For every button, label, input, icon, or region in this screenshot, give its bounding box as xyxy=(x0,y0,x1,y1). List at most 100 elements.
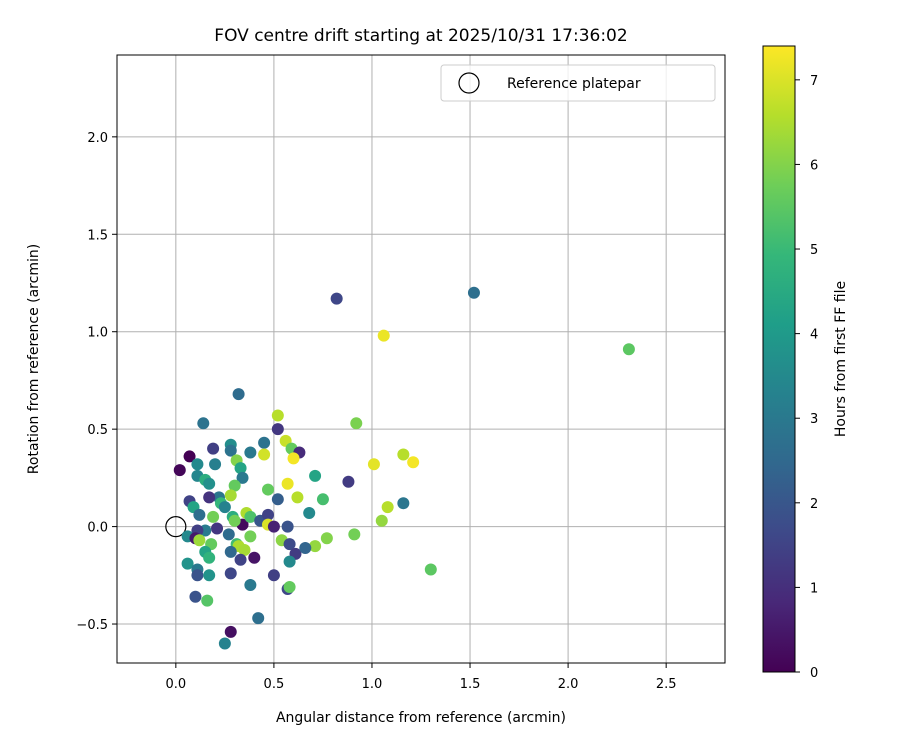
scatter-point xyxy=(203,551,216,564)
scatter-point xyxy=(244,510,257,523)
y-axis-label: Rotation from reference (arcmin) xyxy=(26,244,42,474)
scatter-point xyxy=(224,625,237,638)
y-tick-label: 2.0 xyxy=(87,131,108,146)
scatter-point xyxy=(228,514,241,527)
scatter-point xyxy=(316,493,329,506)
colorbar-frame xyxy=(762,45,796,673)
scatter-point xyxy=(224,567,237,580)
grid xyxy=(117,55,725,663)
scatter-point xyxy=(189,590,202,603)
scatter-point xyxy=(207,442,220,455)
scatter-point xyxy=(397,448,410,461)
scatter-point xyxy=(397,497,410,510)
scatter-point xyxy=(238,543,251,556)
scatter-point xyxy=(234,553,247,566)
scatter-point xyxy=(211,522,224,535)
x-tick-label: 1.5 xyxy=(460,677,481,692)
y-tick-label: 0.0 xyxy=(87,521,108,536)
x-tick-label: 0.5 xyxy=(264,677,285,692)
scatter-point xyxy=(224,489,237,502)
scatter-point xyxy=(299,542,312,555)
scatter-point xyxy=(244,579,257,592)
scatter-point xyxy=(281,477,294,490)
scatter-point xyxy=(183,450,196,463)
scatter-point xyxy=(271,493,284,506)
scatter-point xyxy=(271,423,284,436)
colorbar-tick-label: 0 xyxy=(810,666,818,681)
reference-platepar-marker xyxy=(165,515,187,538)
plot-frame xyxy=(116,54,726,664)
scatter-point xyxy=(222,528,235,541)
scatter-point xyxy=(197,417,210,430)
colorbar-tick-label: 7 xyxy=(810,74,818,89)
scatter-point xyxy=(330,292,343,305)
scatter-point xyxy=(207,510,220,523)
scatter-point xyxy=(234,462,247,475)
scatter-point xyxy=(377,329,390,342)
scatter-point xyxy=(424,563,437,576)
scatter-point xyxy=(248,551,261,564)
scatter-point xyxy=(236,471,249,484)
scatter-point xyxy=(262,508,275,521)
colorbar-tick-label: 1 xyxy=(810,581,818,596)
y-tick-label: 1.5 xyxy=(87,228,108,243)
y-tick-label: 1.0 xyxy=(87,326,108,341)
colorbar-tick-label: 5 xyxy=(810,243,818,258)
scatter-point xyxy=(342,475,355,488)
scatter-point xyxy=(303,506,316,519)
scatter-point xyxy=(258,436,271,449)
legend-entry-reference: Reference platepar xyxy=(507,76,641,92)
scatter-point xyxy=(283,538,296,551)
colorbar-label: Hours from first FF file xyxy=(833,281,849,437)
scatter-point xyxy=(173,464,186,477)
scatter-point xyxy=(320,532,333,545)
scatter-point xyxy=(244,446,257,459)
scatter-point xyxy=(309,540,322,553)
scatter-point xyxy=(201,594,214,607)
y-tick-label: 0.5 xyxy=(87,423,108,438)
colorbar-gradient xyxy=(763,46,795,672)
scatter-point xyxy=(209,458,222,471)
chart-title: FOV centre drift starting at 2025/10/31 … xyxy=(214,26,627,46)
scatter-point xyxy=(309,469,322,482)
scatter-point xyxy=(203,477,216,490)
scatter-point xyxy=(622,343,635,356)
y-tick-label: −0.5 xyxy=(76,618,108,633)
legend-box xyxy=(440,64,716,102)
x-tick-label: 1.0 xyxy=(362,677,383,692)
scatter-point xyxy=(291,491,304,504)
colorbar-tick-label: 4 xyxy=(810,328,818,343)
legend-reference-marker xyxy=(458,72,480,94)
scatter-point xyxy=(181,557,194,570)
scatter-point xyxy=(224,545,237,558)
scatter-point xyxy=(281,520,294,533)
scatter-point xyxy=(271,409,284,422)
scatter-point xyxy=(283,555,296,568)
scatter-point xyxy=(407,456,420,469)
scatter-point xyxy=(203,569,216,582)
scatter-point xyxy=(367,458,380,471)
scatter-point xyxy=(218,637,231,650)
legend: Reference platepar xyxy=(440,64,716,102)
colorbar-tick-label: 2 xyxy=(810,497,818,512)
scatter-point xyxy=(244,530,257,543)
scatter-point xyxy=(232,388,245,401)
scatter-point xyxy=(191,458,204,471)
scatter-point xyxy=(283,581,296,593)
scatter-point xyxy=(224,444,237,457)
scatter-point xyxy=(228,479,241,492)
scatter-point xyxy=(193,534,206,547)
x-tick-label: 0.0 xyxy=(165,677,186,692)
scatter-point xyxy=(193,508,206,521)
scatter-point xyxy=(348,528,361,541)
scatter-point xyxy=(467,286,480,299)
scatter-point xyxy=(258,448,271,461)
scatter-point xyxy=(381,501,394,514)
scatter-point xyxy=(267,569,280,582)
scatter-point xyxy=(252,612,265,625)
scatter-point xyxy=(375,514,388,527)
scatter-point xyxy=(350,417,363,430)
scatter-point xyxy=(262,483,275,496)
scatter-point xyxy=(203,491,216,504)
